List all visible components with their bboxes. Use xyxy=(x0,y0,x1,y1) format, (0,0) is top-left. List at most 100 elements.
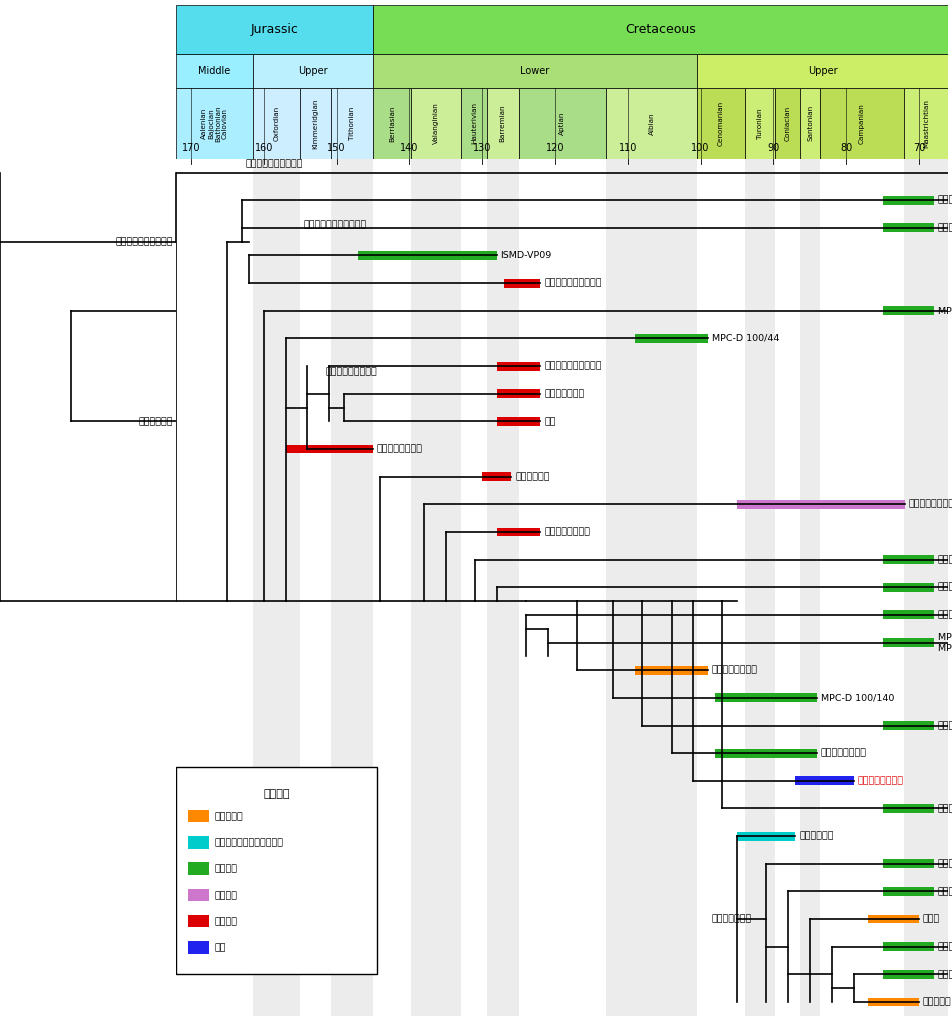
Bar xyxy=(410,88,461,159)
Bar xyxy=(358,251,496,260)
Text: トロオドン亜科: トロオドン亜科 xyxy=(711,914,751,924)
Text: MPC-D 100/972
MPC-D 100/974: MPC-D 100/972 MPC-D 100/974 xyxy=(937,633,952,652)
Bar xyxy=(882,804,933,813)
Bar xyxy=(696,88,744,159)
Text: リンヘヴェナトル: リンヘヴェナトル xyxy=(937,970,952,979)
Text: Upper: Upper xyxy=(298,67,327,76)
Bar xyxy=(736,500,903,509)
Text: マハカラ: マハカラ xyxy=(937,196,952,205)
Bar xyxy=(300,88,330,159)
Bar xyxy=(372,54,696,88)
Text: Kimmeridgian: Kimmeridgian xyxy=(312,98,318,148)
Text: Aptian: Aptian xyxy=(559,112,565,135)
Bar xyxy=(882,306,933,315)
Text: 化石産地: 化石産地 xyxy=(263,790,289,799)
Bar xyxy=(482,472,511,481)
Text: ISMD-VP09: ISMD-VP09 xyxy=(500,251,551,260)
Text: フィロヴェナトル: フィロヴェナトル xyxy=(937,555,952,564)
Text: ジアニアンフアンロン: ジアニアンフアンロン xyxy=(544,361,601,371)
Bar xyxy=(882,196,933,205)
Text: シャシャサウルス: シャシャサウルス xyxy=(907,500,952,509)
Text: アルマス: アルマス xyxy=(937,610,952,620)
Bar xyxy=(252,88,300,159)
Text: Turonian: Turonian xyxy=(756,109,763,138)
Bar xyxy=(496,417,540,426)
Text: MPC-D 100/1128: MPC-D 100/1128 xyxy=(937,306,952,315)
Text: ザナバサル: ザナバサル xyxy=(937,942,952,951)
Bar xyxy=(882,970,933,979)
Bar xyxy=(882,555,933,564)
Bar xyxy=(486,159,518,1016)
Text: シノヴェナトル: シノヴェナトル xyxy=(544,389,584,398)
Text: Jurassic: Jurassic xyxy=(250,24,298,36)
Text: 160: 160 xyxy=(254,143,272,154)
Bar xyxy=(176,54,252,88)
Bar xyxy=(410,159,461,1016)
Text: シノルニトイデス: シノルニトイデス xyxy=(821,749,866,758)
Bar xyxy=(867,997,918,1007)
Text: 中国南部: 中国南部 xyxy=(215,891,238,900)
Text: Valanginian: Valanginian xyxy=(432,102,439,144)
Text: ドロマエオサウルス科: ドロマエオサウルス科 xyxy=(246,160,303,168)
Text: 80: 80 xyxy=(840,143,851,154)
Bar xyxy=(800,88,820,159)
Text: Santonian: Santonian xyxy=(806,105,812,141)
Text: ウルバコドン: ウルバコドン xyxy=(799,831,833,841)
Bar xyxy=(496,527,540,537)
Bar xyxy=(774,88,800,159)
Text: Barremian: Barremian xyxy=(499,104,505,142)
Bar xyxy=(372,88,410,159)
Text: トロオドン: トロオドン xyxy=(922,997,951,1007)
Text: タロス: タロス xyxy=(922,914,940,924)
Bar xyxy=(882,610,933,620)
Text: ビロノサウルス: ビロノサウルス xyxy=(937,721,952,730)
Text: メイ: メイ xyxy=(544,417,555,426)
Text: MPC-D 100/44: MPC-D 100/44 xyxy=(711,334,779,343)
Text: 120: 120 xyxy=(545,143,564,154)
Bar xyxy=(800,159,820,1016)
Bar xyxy=(714,693,816,702)
Bar xyxy=(496,361,540,371)
Text: 北アメリカ: 北アメリカ xyxy=(215,812,244,821)
Bar xyxy=(882,638,933,647)
Text: Maastrichtian: Maastrichtian xyxy=(922,99,928,147)
Bar xyxy=(902,88,947,159)
Bar xyxy=(820,88,902,159)
Text: デイノニコサウルス類: デイノニコサウルス類 xyxy=(115,238,172,246)
Bar xyxy=(518,88,605,159)
Bar xyxy=(744,88,774,159)
Text: Middle: Middle xyxy=(198,67,230,76)
Bar xyxy=(882,887,933,896)
Bar xyxy=(605,159,696,1016)
Text: トチサウルス: トチサウルス xyxy=(937,583,952,592)
Bar xyxy=(188,914,209,928)
Text: ボロゴヴィア: ボロゴヴィア xyxy=(937,887,952,896)
Text: 100: 100 xyxy=(691,143,709,154)
Text: ジェミニラプトル: ジェミニラプトル xyxy=(711,666,757,675)
Text: 110: 110 xyxy=(618,143,636,154)
Text: シャオティンギア: シャオティンギア xyxy=(376,444,423,454)
Text: シヌソナサス: シヌソナサス xyxy=(515,472,549,481)
Bar xyxy=(176,767,377,975)
Text: トロオドン科: トロオドン科 xyxy=(138,417,172,426)
Text: 150: 150 xyxy=(327,143,346,154)
Bar xyxy=(496,389,540,398)
Text: Lower: Lower xyxy=(520,67,549,76)
Bar xyxy=(504,279,540,288)
Bar xyxy=(176,5,372,54)
Bar xyxy=(902,159,947,1016)
Bar xyxy=(330,88,372,159)
Bar xyxy=(882,583,933,592)
Bar xyxy=(188,810,209,822)
Text: Hauterivian: Hauterivian xyxy=(470,102,476,144)
Bar xyxy=(736,831,795,841)
Bar xyxy=(188,889,209,901)
Text: Upper: Upper xyxy=(807,67,837,76)
Text: ハルシュカラプトル亜科: ハルシュカラプトル亜科 xyxy=(304,220,367,229)
Text: 130: 130 xyxy=(472,143,491,154)
Text: 70: 70 xyxy=(912,143,924,154)
Text: 中央アジア・ロシア中南部: 中央アジア・ロシア中南部 xyxy=(215,839,284,848)
Text: 170: 170 xyxy=(182,143,200,154)
Bar xyxy=(744,159,774,1016)
Bar xyxy=(176,88,252,159)
